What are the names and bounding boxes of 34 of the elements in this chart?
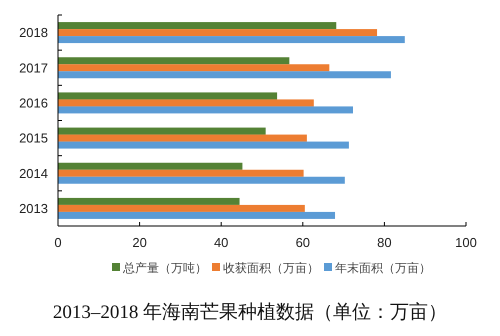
bar xyxy=(58,92,278,100)
legend-label: 总产量（万吨） xyxy=(122,261,207,275)
x-tick-label: 20 xyxy=(132,235,147,250)
legend-label: 收获面积（万亩） xyxy=(223,261,319,275)
bar xyxy=(58,142,349,149)
x-tick-label: 100 xyxy=(455,235,477,250)
bar xyxy=(58,99,314,106)
y-tick-label: 2013 xyxy=(19,200,48,216)
bar xyxy=(58,170,304,177)
bar xyxy=(58,128,266,135)
legend-label: 年末面积（万亩） xyxy=(335,261,431,275)
bar xyxy=(58,57,290,64)
y-tick-label: 2018 xyxy=(19,25,48,40)
y-tick-label: 2017 xyxy=(19,60,48,76)
bar xyxy=(58,71,391,78)
y-tick-label: 2016 xyxy=(19,95,48,110)
bar xyxy=(58,212,336,219)
bar xyxy=(58,29,378,36)
y-tick-label: 2015 xyxy=(19,130,48,146)
x-tick-label: 0 xyxy=(54,235,62,250)
text: 2013–2018 年海南芒果种植数据（单位：万亩） xyxy=(52,301,448,323)
bar xyxy=(58,36,405,44)
bar xyxy=(58,162,242,170)
bar xyxy=(58,134,307,142)
y-tick-label: 2014 xyxy=(19,166,48,181)
bar xyxy=(58,176,345,184)
x-tick-label: 80 xyxy=(377,235,392,250)
bar xyxy=(58,22,336,30)
bar xyxy=(58,106,353,114)
x-tick-label: 60 xyxy=(296,235,310,250)
bar xyxy=(58,198,240,205)
bar xyxy=(58,204,305,212)
x-tick-label: 40 xyxy=(214,235,228,250)
bar xyxy=(58,64,330,72)
